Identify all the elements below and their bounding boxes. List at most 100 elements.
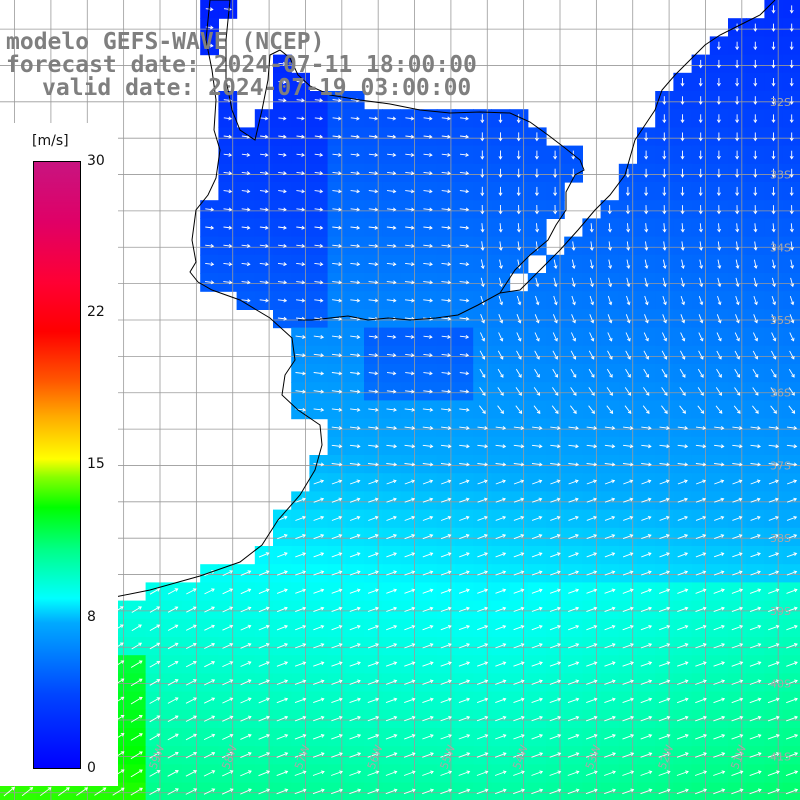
wind-arrow — [713, 552, 725, 558]
wind-arrow — [622, 788, 635, 795]
wind-arrow — [422, 606, 434, 612]
wind-arrow — [604, 426, 616, 431]
wind-arrow — [695, 752, 707, 758]
wind-arrow — [640, 661, 653, 667]
wind-arrow — [713, 788, 726, 795]
wind-arrow — [294, 734, 307, 740]
wind-arrow — [698, 132, 703, 142]
wind-arrow — [349, 552, 361, 558]
wind-arrow — [386, 515, 397, 521]
wind-arrow — [585, 770, 598, 776]
wind-arrow — [768, 606, 780, 613]
wind-arrow — [789, 78, 794, 87]
wind-arrow — [149, 788, 161, 795]
wind-arrow — [331, 389, 343, 394]
wind-arrow — [533, 387, 541, 396]
wind-arrow — [732, 515, 743, 521]
wind-arrow — [423, 334, 433, 339]
wind-arrow — [735, 295, 740, 306]
wind-arrow — [568, 497, 579, 503]
wind-arrow — [551, 405, 559, 414]
wind-arrow — [131, 642, 143, 650]
coastline-north — [499, 0, 776, 294]
wind-arrow — [735, 23, 740, 32]
wind-arrow — [441, 353, 452, 358]
wind-arrow — [240, 661, 252, 667]
wind-arrow — [716, 41, 721, 51]
wind-arrow — [276, 661, 289, 667]
wind-arrow — [789, 59, 794, 69]
wind-arrow — [278, 80, 287, 85]
wind-arrow — [695, 661, 707, 667]
wind-arrow — [659, 515, 670, 521]
wind-arrow — [570, 387, 577, 396]
wind-arrow — [367, 697, 380, 704]
wind-arrow — [294, 643, 307, 649]
wind-arrow — [513, 715, 525, 722]
wind-arrow — [643, 387, 650, 396]
wind-arrow — [368, 280, 379, 285]
wind-arrow — [550, 570, 561, 576]
wind-arrow — [604, 734, 616, 740]
wind-arrow — [643, 350, 649, 360]
wind-arrow — [314, 116, 324, 121]
wind-arrow — [405, 116, 415, 121]
wind-arrow — [786, 515, 798, 521]
wind-arrow — [677, 444, 689, 449]
wind-arrow — [516, 223, 521, 233]
wind-arrow — [331, 770, 344, 776]
wind-arrow — [349, 534, 361, 540]
wind-arrow — [785, 752, 799, 758]
wind-arrow — [517, 241, 522, 251]
wind-arrow — [606, 387, 613, 396]
wind-arrow — [513, 588, 525, 594]
wind-arrow — [586, 515, 597, 521]
wind-arrow — [313, 462, 325, 467]
wind-arrow — [367, 752, 380, 758]
wind-arrow — [498, 114, 503, 124]
wind-arrow — [459, 444, 470, 449]
wind-arrow — [222, 661, 234, 668]
wind-arrow — [734, 368, 741, 378]
wind-arrow — [680, 241, 685, 251]
wind-arrow — [278, 189, 287, 194]
wind-arrow — [604, 570, 616, 576]
wind-arrow — [422, 661, 434, 667]
wind-arrow — [313, 407, 325, 412]
wind-arrow — [477, 426, 488, 431]
wind-arrow — [368, 552, 379, 558]
wind-arrow — [786, 624, 798, 631]
wind-arrow — [277, 298, 288, 303]
wind-arrow — [659, 479, 670, 485]
wind-arrow — [715, 405, 723, 414]
wind-arrow — [422, 426, 434, 431]
wind-arrow — [386, 643, 398, 649]
wind-arrow — [534, 150, 539, 160]
wind-arrow — [258, 624, 270, 631]
wind-arrow — [625, 332, 631, 342]
wind-arrow — [296, 207, 306, 212]
wind-arrow — [459, 371, 470, 376]
wind-arrow — [771, 187, 776, 197]
wind-arrow — [622, 715, 635, 722]
wind-arrow — [331, 462, 343, 467]
wind-arrow — [278, 207, 287, 212]
wind-arrow — [549, 624, 561, 631]
wind-arrow — [658, 606, 671, 613]
wind-arrow — [767, 679, 780, 685]
wind-arrow — [786, 715, 798, 722]
wind-arrow — [753, 41, 758, 51]
wind-arrow — [676, 788, 689, 795]
wind-arrow — [534, 368, 540, 378]
wind-arrow — [750, 426, 761, 431]
wind-arrow — [204, 679, 216, 686]
wind-arrow — [622, 588, 634, 594]
wind-arrow — [680, 96, 685, 105]
wind-arrow — [640, 697, 653, 704]
wind-arrow — [260, 152, 269, 157]
wind-arrow — [278, 116, 287, 121]
wind-arrow — [423, 171, 433, 176]
wind-arrow — [767, 661, 780, 667]
wind-arrow — [403, 752, 416, 758]
